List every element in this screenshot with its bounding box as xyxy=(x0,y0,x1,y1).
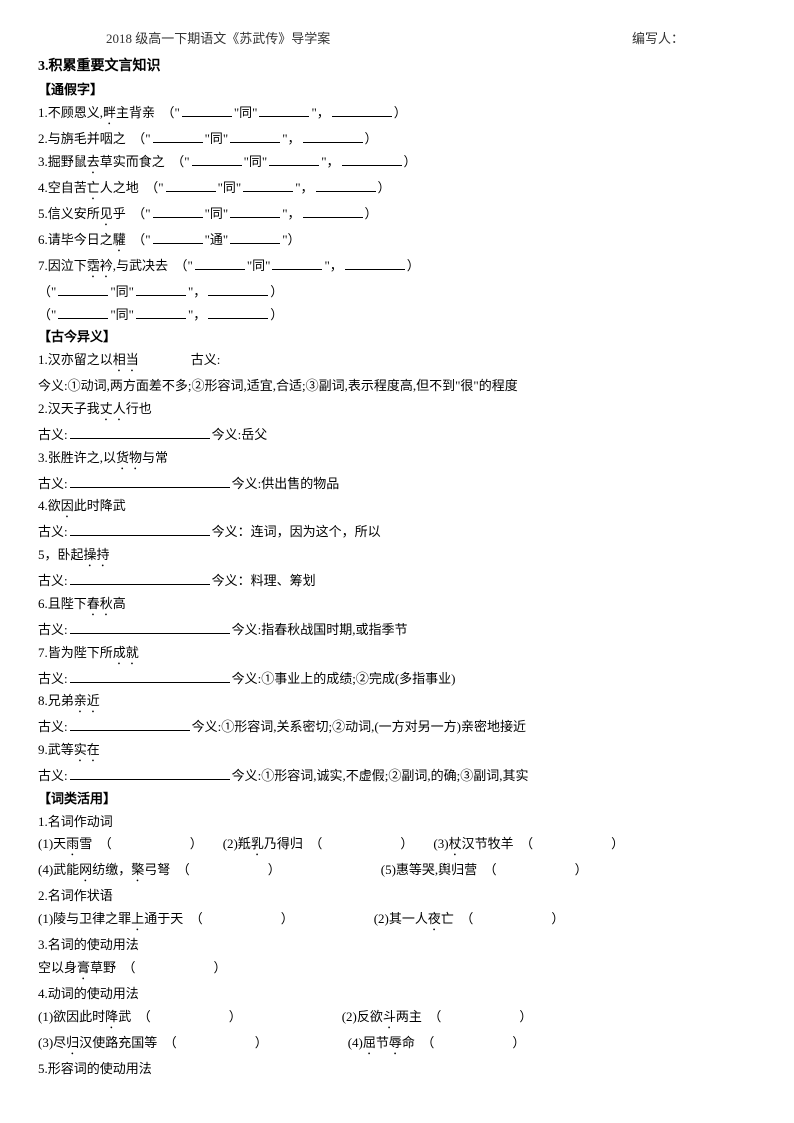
cilei-cell: (1)欲因此时降武 （ ） xyxy=(38,1006,242,1032)
cilei-g3: 3.名词的使动用法空以身膏草野 （ ） xyxy=(38,934,746,983)
cilei-cell: (4)武能网纺缴，檠弓弩 （ ） xyxy=(38,859,281,885)
gujin-item: 古义:今义:岳父 xyxy=(38,424,746,447)
tongjia-item: 3.掘野鼠去草实而食之 （""同""，） xyxy=(38,151,746,177)
gujin-item: 9.武等实在 xyxy=(38,739,746,765)
section-title: 3.积累重要文言知识 xyxy=(38,55,746,80)
cilei-cell: (2)反欲斗两主 （ ） xyxy=(342,1006,533,1032)
tongjia-item: 4.空自苦亡人之地 （""同""，） xyxy=(38,177,746,203)
gujin-item: 古义:今义:①形容词,关系密切;②动词,(一方对另一方)亲密地接近 xyxy=(38,716,746,739)
gujin-item: 古义:今义:供出售的物品 xyxy=(38,473,746,496)
tongjia-item: 7.因泣下霑衿,与武决去 （""同""，） xyxy=(38,255,746,281)
gujin-item: 古义:今义:指春秋战国时期,或指季节 xyxy=(38,619,746,642)
cilei-cell: (4)屈节辱命 （ ） xyxy=(348,1032,526,1058)
cilei-cell: (3)杖汉节牧羊 （ ） xyxy=(433,833,624,859)
header-left: 2018 级高一下期语文《苏武传》导学案 xyxy=(106,31,330,46)
gujin-list: 1.汉亦留之以相当 古义:今义:①动词,两方面差不多;②形容词,适宜,合适;③副… xyxy=(38,349,746,788)
cilei-cell: (1)陵与卫律之罪上通于天 （ ） xyxy=(38,908,294,934)
cilei-cell: (5)惠等哭,舆归营 （ ） xyxy=(381,859,588,882)
gujin-item: 4.欲因此时降武 xyxy=(38,495,746,521)
tongjia-item: 2.与旃毛并咽之 （""同""，） xyxy=(38,128,746,151)
tongjia-tag: 【通假字】 xyxy=(38,79,746,102)
cilei-g4: 4.动词的使动用法(1)欲因此时降武 （ ）(2)反欲斗两主 （ ）(3)尽归汉… xyxy=(38,983,746,1058)
gujin-tag: 【古今异义】 xyxy=(38,326,746,349)
tongjia-item: 1.不顾恩义,畔主背亲 （""同""，） xyxy=(38,102,746,128)
gujin-item: 古义:今义：料理、筹划 xyxy=(38,570,746,593)
cilei-cell: (3)尽归汉使路充国等 （ ） xyxy=(38,1032,268,1058)
cilei-subtitle: 2.名词作状语 xyxy=(38,885,746,908)
cilei-row: (3)尽归汉使路充国等 （ ） (4)屈节辱命 （ ） xyxy=(38,1032,746,1058)
cilei-g2: 2.名词作状语(1)陵与卫律之罪上通于天 （ ） (2)其一人夜亡 （ ） xyxy=(38,885,746,934)
tongjia-list: 1.不顾恩义,畔主背亲 （""同""，）2.与旃毛并咽之 （""同""，）3.掘… xyxy=(38,102,746,326)
cilei-row: 空以身膏草野 （ ） xyxy=(38,957,746,983)
tongjia-item: 6.请毕今日之驩 （""通""） xyxy=(38,229,746,255)
gujin-item: 8.兄弟亲近 xyxy=(38,690,746,716)
gujin-item: 古义:今义：连词，因为这个，所以 xyxy=(38,521,746,544)
cilei-subtitle: 1.名词作动词 xyxy=(38,811,746,834)
cilei-cell: (2)羝乳乃得归 （ ） xyxy=(223,833,414,859)
cilei-tag: 【词类活用】 xyxy=(38,788,746,811)
gujin-item: 2.汉天子我丈人行也 xyxy=(38,398,746,424)
cilei-row: (1)天雨雪 （ ） (2)羝乳乃得归 （ ） (3)杖汉节牧羊 （ ） xyxy=(38,833,746,859)
gujin-item: 古义:今义:①事业上的成绩;②完成(多指事业) xyxy=(38,668,746,691)
tongjia-item: 5.信义安所见乎 （""同""，） xyxy=(38,203,746,229)
gujin-item: 古义:今义:①形容词,诚实,不虚假;②副词,的确;③副词,其实 xyxy=(38,765,746,788)
gujin-item: 今义:①动词,两方面差不多;②形容词,适宜,合适;③副词,表示程度高,但不到"很… xyxy=(38,375,746,398)
tongjia-item: （""同""，） xyxy=(38,281,746,304)
cilei-row: (4)武能网纺缴，檠弓弩 （ ） (5)惠等哭,舆归营 （ ） xyxy=(38,859,746,885)
gujin-item: 3.张胜许之,以货物与常 xyxy=(38,447,746,473)
cilei-row: (1)欲因此时降武 （ ） (2)反欲斗两主 （ ） xyxy=(38,1006,746,1032)
cilei-subtitle: 3.名词的使动用法 xyxy=(38,934,746,957)
cilei-g5-title: 5.形容词的使动用法 xyxy=(38,1058,746,1081)
cilei-row: (1)陵与卫律之罪上通于天 （ ） (2)其一人夜亡 （ ） xyxy=(38,908,746,934)
gujin-item: 1.汉亦留之以相当 古义: xyxy=(38,349,746,375)
tongjia-item: （""同""，） xyxy=(38,304,746,327)
gujin-item: 6.且陛下春秋高 xyxy=(38,593,746,619)
cilei-cell: (1)天雨雪 （ ） xyxy=(38,833,203,859)
gujin-item: 7.皆为陛下所成就 xyxy=(38,642,746,668)
cilei-g1: 1.名词作动词(1)天雨雪 （ ） (2)羝乳乃得归 （ ） (3)杖汉节牧羊 （ … xyxy=(38,811,746,886)
cilei-cell: (2)其一人夜亡 （ ） xyxy=(374,908,565,934)
gujin-item: 5，卧起操持 xyxy=(38,544,746,570)
cilei-cell: 空以身膏草野 （ ） xyxy=(38,957,227,983)
header-author: 编写人： xyxy=(632,28,684,51)
cilei-subtitle: 4.动词的使动用法 xyxy=(38,983,746,1006)
